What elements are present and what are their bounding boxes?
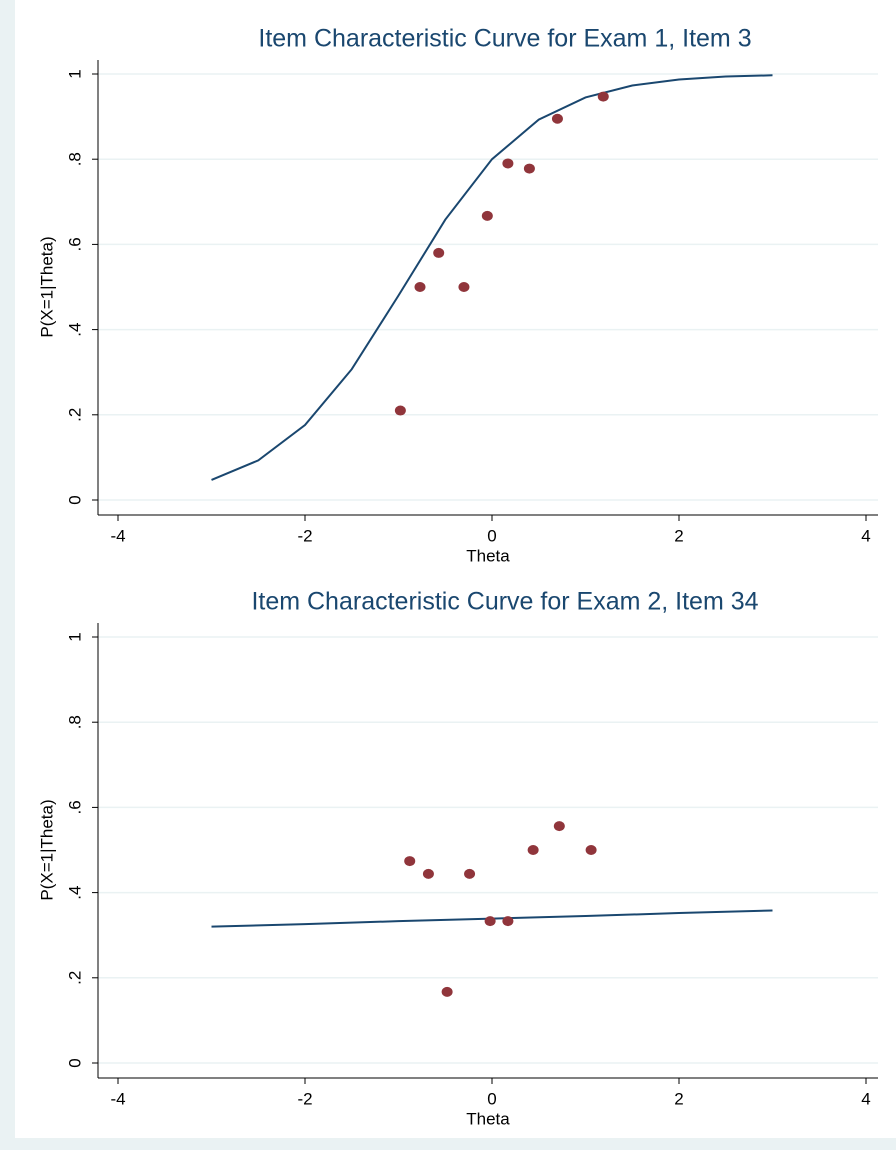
x-tick-label: 4 xyxy=(861,1089,870,1108)
y-tick-label: .2 xyxy=(65,408,84,422)
x-tick-label: -2 xyxy=(297,1089,312,1108)
data-point xyxy=(458,282,470,292)
data-point xyxy=(404,856,416,867)
x-tick-label: -4 xyxy=(110,1089,125,1108)
data-point xyxy=(597,91,609,102)
y-tick-label: .2 xyxy=(65,971,84,985)
data-point xyxy=(551,113,563,124)
x-tick-label: 0 xyxy=(487,526,496,545)
data-point xyxy=(433,247,445,258)
y-tick-label: 0 xyxy=(65,1058,84,1067)
fitted-curve xyxy=(211,74,773,481)
y-tick-label: .4 xyxy=(65,886,84,900)
chart-title: Item Characteristic Curve for Exam 1, It… xyxy=(258,25,751,53)
data-point xyxy=(422,868,434,879)
data-point xyxy=(523,163,535,174)
data-point xyxy=(484,916,496,927)
y-tick-label: .4 xyxy=(65,323,84,337)
data-point xyxy=(553,821,565,832)
y-axis-label: P(X=1|Theta) xyxy=(37,236,56,337)
y-tick-label: .6 xyxy=(65,237,84,251)
x-tick-label: 2 xyxy=(674,526,683,545)
y-tick-label: .6 xyxy=(65,800,84,814)
x-tick-label: -2 xyxy=(297,526,312,545)
x-tick-label: 4 xyxy=(861,526,870,545)
data-point xyxy=(585,845,597,855)
data-point xyxy=(441,986,453,997)
x-tick-label: 0 xyxy=(487,1089,496,1108)
chart-title: Item Characteristic Curve for Exam 2, It… xyxy=(251,588,758,616)
x-tick-label: 2 xyxy=(674,1089,683,1108)
y-tick-label: 0 xyxy=(65,495,84,504)
x-tick-label: -4 xyxy=(110,526,125,545)
x-axis-label: Theta xyxy=(466,1109,510,1128)
data-point xyxy=(502,916,514,927)
x-axis-label: Theta xyxy=(466,546,510,565)
y-axis-label: P(X=1|Theta) xyxy=(37,799,56,900)
data-point xyxy=(481,210,493,221)
data-point xyxy=(502,158,514,169)
data-point xyxy=(394,405,406,416)
data-point xyxy=(414,282,426,292)
y-tick-label: 1 xyxy=(65,632,84,641)
plot-region xyxy=(15,563,896,1138)
y-tick-label: .8 xyxy=(65,152,84,166)
y-tick-label: .8 xyxy=(65,715,84,729)
data-point xyxy=(527,845,539,855)
data-point xyxy=(464,868,476,879)
plot-region xyxy=(15,0,896,575)
y-tick-label: 1 xyxy=(65,69,84,78)
